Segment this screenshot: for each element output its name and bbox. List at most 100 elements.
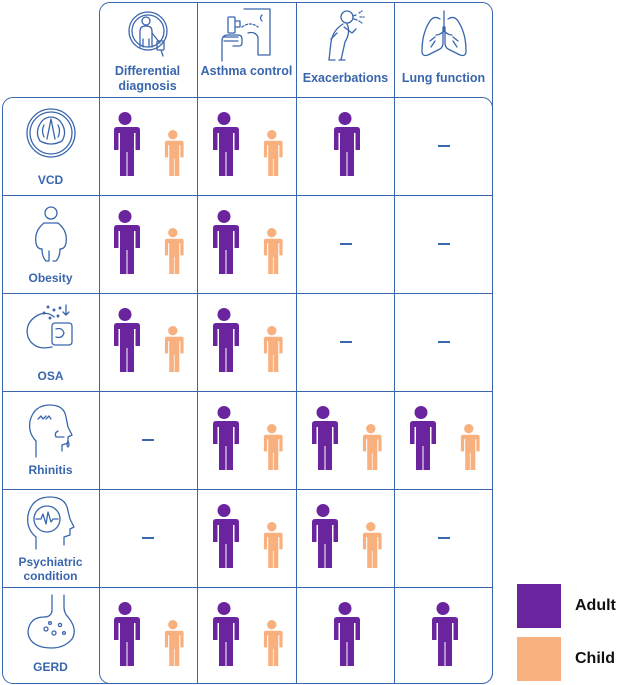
cell-vcd-differential_diagnosis <box>99 97 196 195</box>
cell-osa-exacerbations <box>297 293 394 391</box>
not-applicable-dash <box>339 341 352 343</box>
doctor-examining-icon <box>127 11 168 57</box>
adult-figure <box>209 601 239 671</box>
legend-swatch-child <box>517 637 561 681</box>
column-label: Differential diagnosis <box>114 64 181 93</box>
child-figure <box>162 130 184 181</box>
row-label: Rhinitis <box>28 463 73 477</box>
adult-figure <box>209 308 239 377</box>
row-label: OSA <box>37 369 64 383</box>
column-header-asthma-control: Asthma control <box>198 2 295 97</box>
cell-gerd-exacerbations <box>297 587 394 684</box>
grid-line <box>296 2 298 684</box>
row-header-psychiatric: Psychiatric condition <box>2 489 99 587</box>
adult-figure <box>330 601 360 671</box>
cell-rhinitis-asthma_control <box>198 391 295 489</box>
adult-figure <box>110 112 140 181</box>
adult-figure <box>406 406 436 475</box>
sleeping-head-icon <box>25 304 73 349</box>
child-figure <box>162 326 184 377</box>
grid-line <box>197 2 199 684</box>
not-applicable-dash <box>437 341 450 343</box>
cell-psychiatric-lung_function <box>395 489 492 587</box>
child-figure <box>261 228 283 279</box>
cell-vcd-asthma_control <box>198 97 295 195</box>
legend-label-adult: Adult <box>575 597 616 614</box>
not-applicable-dash <box>437 243 450 245</box>
cell-psychiatric-differential_diagnosis <box>99 489 196 587</box>
adult-figure <box>330 112 360 181</box>
cell-rhinitis-exacerbations <box>297 391 394 489</box>
lungs-icon <box>420 10 467 57</box>
child-figure <box>458 424 480 475</box>
grid-line <box>394 2 396 684</box>
child-figure <box>261 522 283 573</box>
cell-osa-asthma_control <box>198 293 295 391</box>
runny-nose-head-icon <box>28 404 73 458</box>
cell-osa-lung_function <box>395 293 492 391</box>
child-figure <box>261 619 283 671</box>
child-figure <box>261 326 283 377</box>
cell-gerd-asthma_control <box>198 587 295 684</box>
child-figure <box>162 228 184 279</box>
column-label: Asthma control <box>200 64 293 78</box>
adult-figure <box>209 112 239 181</box>
obese-person-icon <box>34 206 67 262</box>
legend-label-child: Child <box>575 650 615 667</box>
adult-figure <box>209 504 239 573</box>
adult-figure <box>428 601 458 671</box>
not-applicable-dash <box>339 243 352 245</box>
row-label: Psychiatric condition <box>18 555 83 583</box>
adult-figure <box>308 406 338 475</box>
child-figure <box>261 424 283 475</box>
child-figure <box>261 130 283 181</box>
row-label: GERD <box>33 660 68 674</box>
adult-figure <box>110 601 140 671</box>
cell-psychiatric-exacerbations <box>297 489 394 587</box>
column-header-lung-function: Lung function <box>395 2 492 97</box>
row-label: Obesity <box>28 271 73 285</box>
column-label: Lung function <box>401 71 486 85</box>
cell-obesity-asthma_control <box>198 195 295 293</box>
cell-osa-differential_diagnosis <box>99 293 196 391</box>
inhaler-hand-icon <box>220 8 271 62</box>
cell-obesity-exacerbations <box>297 195 394 293</box>
column-label: Exacerbations <box>302 71 389 85</box>
not-applicable-dash <box>141 537 154 539</box>
cell-gerd-lung_function <box>395 587 492 684</box>
not-applicable-dash <box>141 439 154 441</box>
column-header-exacerbations: Exacerbations <box>297 2 394 97</box>
row-header-obesity: Obesity <box>2 195 99 293</box>
not-applicable-dash <box>437 537 450 539</box>
grid-line <box>2 293 493 295</box>
row-header-osa: OSA <box>2 293 99 391</box>
row-header-rhinitis: Rhinitis <box>2 391 99 489</box>
vocal-cords-icon <box>25 108 76 158</box>
grid-line <box>2 391 493 393</box>
adult-figure <box>110 308 140 377</box>
coughing-person-icon <box>327 10 365 61</box>
row-header-vcd: VCD <box>2 97 99 195</box>
legend-swatch-adult <box>517 584 561 628</box>
cell-vcd-lung_function <box>395 97 492 195</box>
cell-gerd-differential_diagnosis <box>99 587 196 684</box>
cell-obesity-lung_function <box>395 195 492 293</box>
child-figure <box>162 619 184 671</box>
row-label: VCD <box>37 173 64 187</box>
cell-rhinitis-lung_function <box>395 391 492 489</box>
adult-figure <box>209 210 239 279</box>
grid-line <box>2 587 493 589</box>
row-header-gerd: GERD <box>2 587 99 684</box>
row-frame <box>2 97 493 684</box>
cell-vcd-exacerbations <box>297 97 394 195</box>
cell-psychiatric-asthma_control <box>198 489 295 587</box>
grid-line <box>2 195 493 197</box>
not-applicable-dash <box>437 145 450 147</box>
grid-line <box>2 489 493 491</box>
child-figure <box>360 424 382 475</box>
adult-figure <box>110 210 140 279</box>
child-figure <box>360 522 382 573</box>
adult-figure <box>209 406 239 475</box>
brain-head-icon <box>26 496 75 550</box>
column-header-differential-diagnosis: Differential diagnosis <box>99 2 196 97</box>
